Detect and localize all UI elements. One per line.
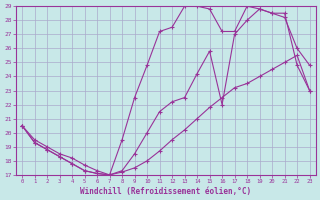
X-axis label: Windchill (Refroidissement éolien,°C): Windchill (Refroidissement éolien,°C) [80,187,252,196]
